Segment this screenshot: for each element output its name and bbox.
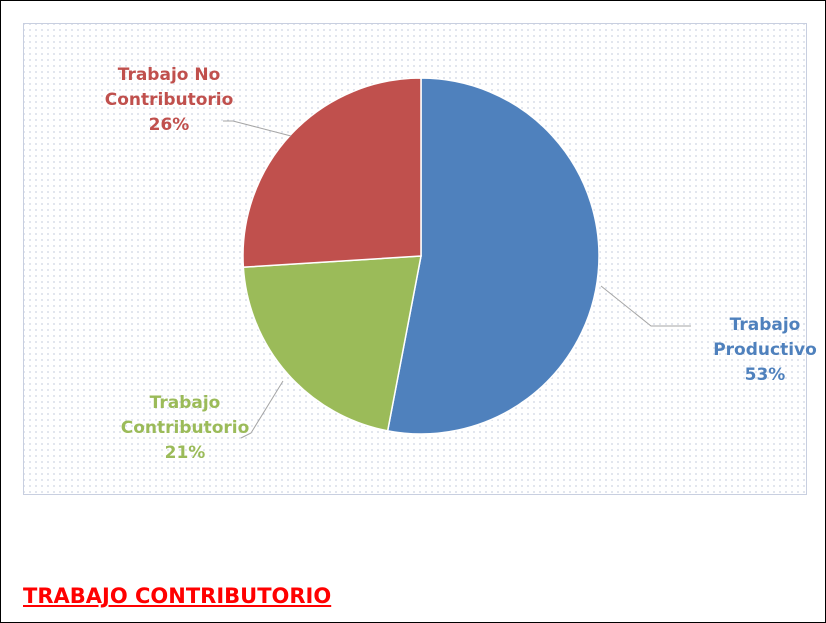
- value-label: 21%: [164, 443, 206, 463]
- chart: [23, 23, 807, 495]
- category-label: Trabajo Contributorio: [120, 393, 250, 438]
- pie: [242, 77, 600, 435]
- heading: TRABAJO CONTRIBUTORIO: [23, 584, 332, 608]
- leader-line: [600, 285, 691, 327]
- leader-line: [240, 380, 284, 439]
- data-label: Trabajo Productivo 53%: [695, 313, 826, 388]
- slice: [242, 255, 422, 432]
- leader-line: [223, 120, 292, 137]
- value-label: 26%: [148, 115, 190, 135]
- category-label: Trabajo No Contributorio: [104, 65, 234, 110]
- leader-lines: [223, 120, 691, 439]
- slice: [242, 77, 422, 268]
- category-label: Trabajo Productivo: [713, 315, 817, 360]
- slice: [386, 77, 600, 435]
- value-label: 53%: [744, 365, 786, 385]
- data-label: Trabajo Contributorio 21%: [115, 391, 255, 466]
- data-label: Trabajo No Contributorio 26%: [99, 63, 239, 138]
